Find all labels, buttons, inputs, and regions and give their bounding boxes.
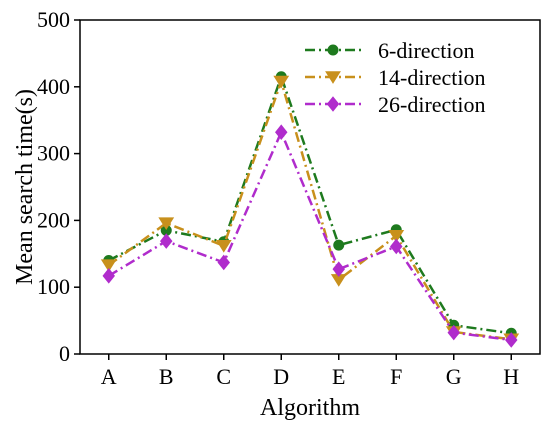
series-line (108, 72, 512, 335)
legend-marker (327, 44, 339, 56)
legend-marker (325, 71, 341, 84)
y-axis-label: Mean search time(s) (12, 89, 38, 285)
x-tick-label: G (446, 364, 462, 389)
data-point (332, 261, 345, 277)
series-layer (100, 71, 520, 348)
x-tick-label: B (159, 364, 174, 389)
legend-label: 6-direction (378, 38, 475, 63)
x-axis-label: Algorithm (260, 395, 360, 421)
legend-label: 26-direction (378, 92, 486, 117)
data-point (333, 239, 345, 251)
y-tick-label: 100 (37, 274, 70, 299)
data-point (217, 254, 230, 271)
plot-area-frame (79, 19, 541, 355)
series-26-direction (102, 124, 518, 348)
series-line (108, 129, 512, 342)
data-point (447, 324, 460, 341)
axis-ticks: 0 100 200 300 400 500 A B C D E F G H (37, 7, 519, 389)
data-point (390, 238, 403, 255)
legend-label: 14-direction (378, 65, 486, 90)
data-point (158, 217, 175, 230)
data-point (273, 75, 290, 89)
y-tick-label: 300 (37, 141, 70, 166)
x-tick-label: H (503, 364, 519, 389)
data-point (160, 233, 173, 249)
data-point (388, 230, 405, 243)
y-tick-label: 0 (59, 341, 70, 366)
legend-item: 6-direction (305, 38, 475, 63)
y-tick-label: 500 (37, 7, 70, 32)
x-tick-label: F (390, 364, 402, 389)
data-point (100, 259, 117, 273)
data-point (215, 240, 232, 253)
legend-item: 14-direction (305, 65, 486, 90)
x-tick-label: C (216, 364, 231, 389)
x-tick-label: D (273, 364, 289, 389)
series-line (108, 77, 512, 341)
x-tick-label: A (101, 364, 117, 389)
data-point (275, 124, 288, 141)
y-tick-label: 200 (37, 207, 70, 232)
legend-item: 26-direction (305, 92, 486, 117)
data-point (505, 332, 518, 348)
y-tick-label: 400 (37, 74, 70, 99)
legend-marker (326, 96, 340, 112)
x-tick-label: E (332, 364, 345, 389)
data-point (102, 268, 115, 284)
